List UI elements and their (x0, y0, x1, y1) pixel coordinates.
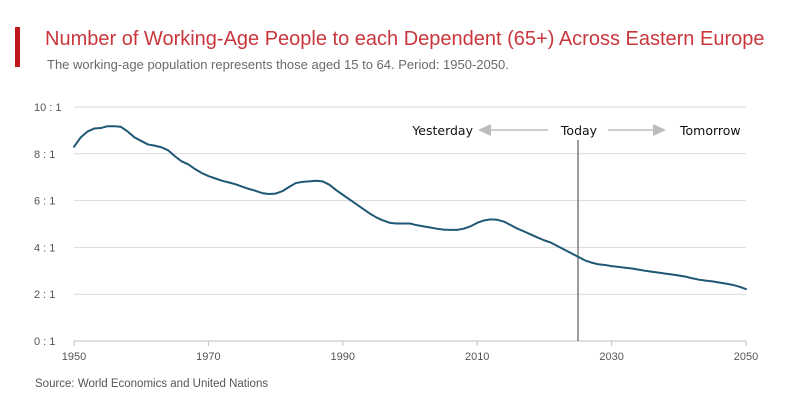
title-accent-bar (15, 27, 20, 67)
today-label: Today (560, 123, 598, 138)
x-axis-ticks: 1950 1970 1990 2010 2030 2050 (62, 341, 758, 363)
source-note: Source: World Economics and United Natio… (35, 378, 269, 390)
x-tick-label: 1950 (62, 351, 86, 363)
x-tick-label: 2050 (734, 351, 758, 363)
x-tick-label: 1970 (196, 351, 220, 363)
chart-title: Number of Working-Age People to each Dep… (45, 28, 765, 50)
series-line-working-age-ratio (73, 125, 747, 291)
y-axis-ticks: 0 : 1 2 : 1 4 : 1 6 : 1 8 : 1 10 : 1 (34, 102, 62, 348)
x-tick-label: 2010 (465, 351, 489, 363)
x-tick-label: 1990 (331, 351, 355, 363)
y-tick-label: 2 : 1 (34, 289, 55, 301)
yesterday-label: Yesterday (411, 123, 473, 138)
y-tick-label: 0 : 1 (34, 336, 55, 348)
arrow-left-head (478, 124, 491, 136)
y-tick-label: 10 : 1 (34, 102, 62, 114)
x-tick-label: 2030 (599, 351, 623, 363)
y-tick-label: 4 : 1 (34, 242, 55, 254)
chart-subtitle: The working-age population represents th… (47, 57, 509, 72)
today-annotation: Today Yesterday Tomorrow (411, 123, 741, 341)
arrow-right-head (653, 124, 666, 136)
gridlines (74, 106, 746, 342)
y-tick-label: 6 : 1 (34, 196, 55, 208)
tomorrow-label: Tomorrow (679, 123, 741, 138)
y-tick-label: 8 : 1 (34, 149, 55, 161)
